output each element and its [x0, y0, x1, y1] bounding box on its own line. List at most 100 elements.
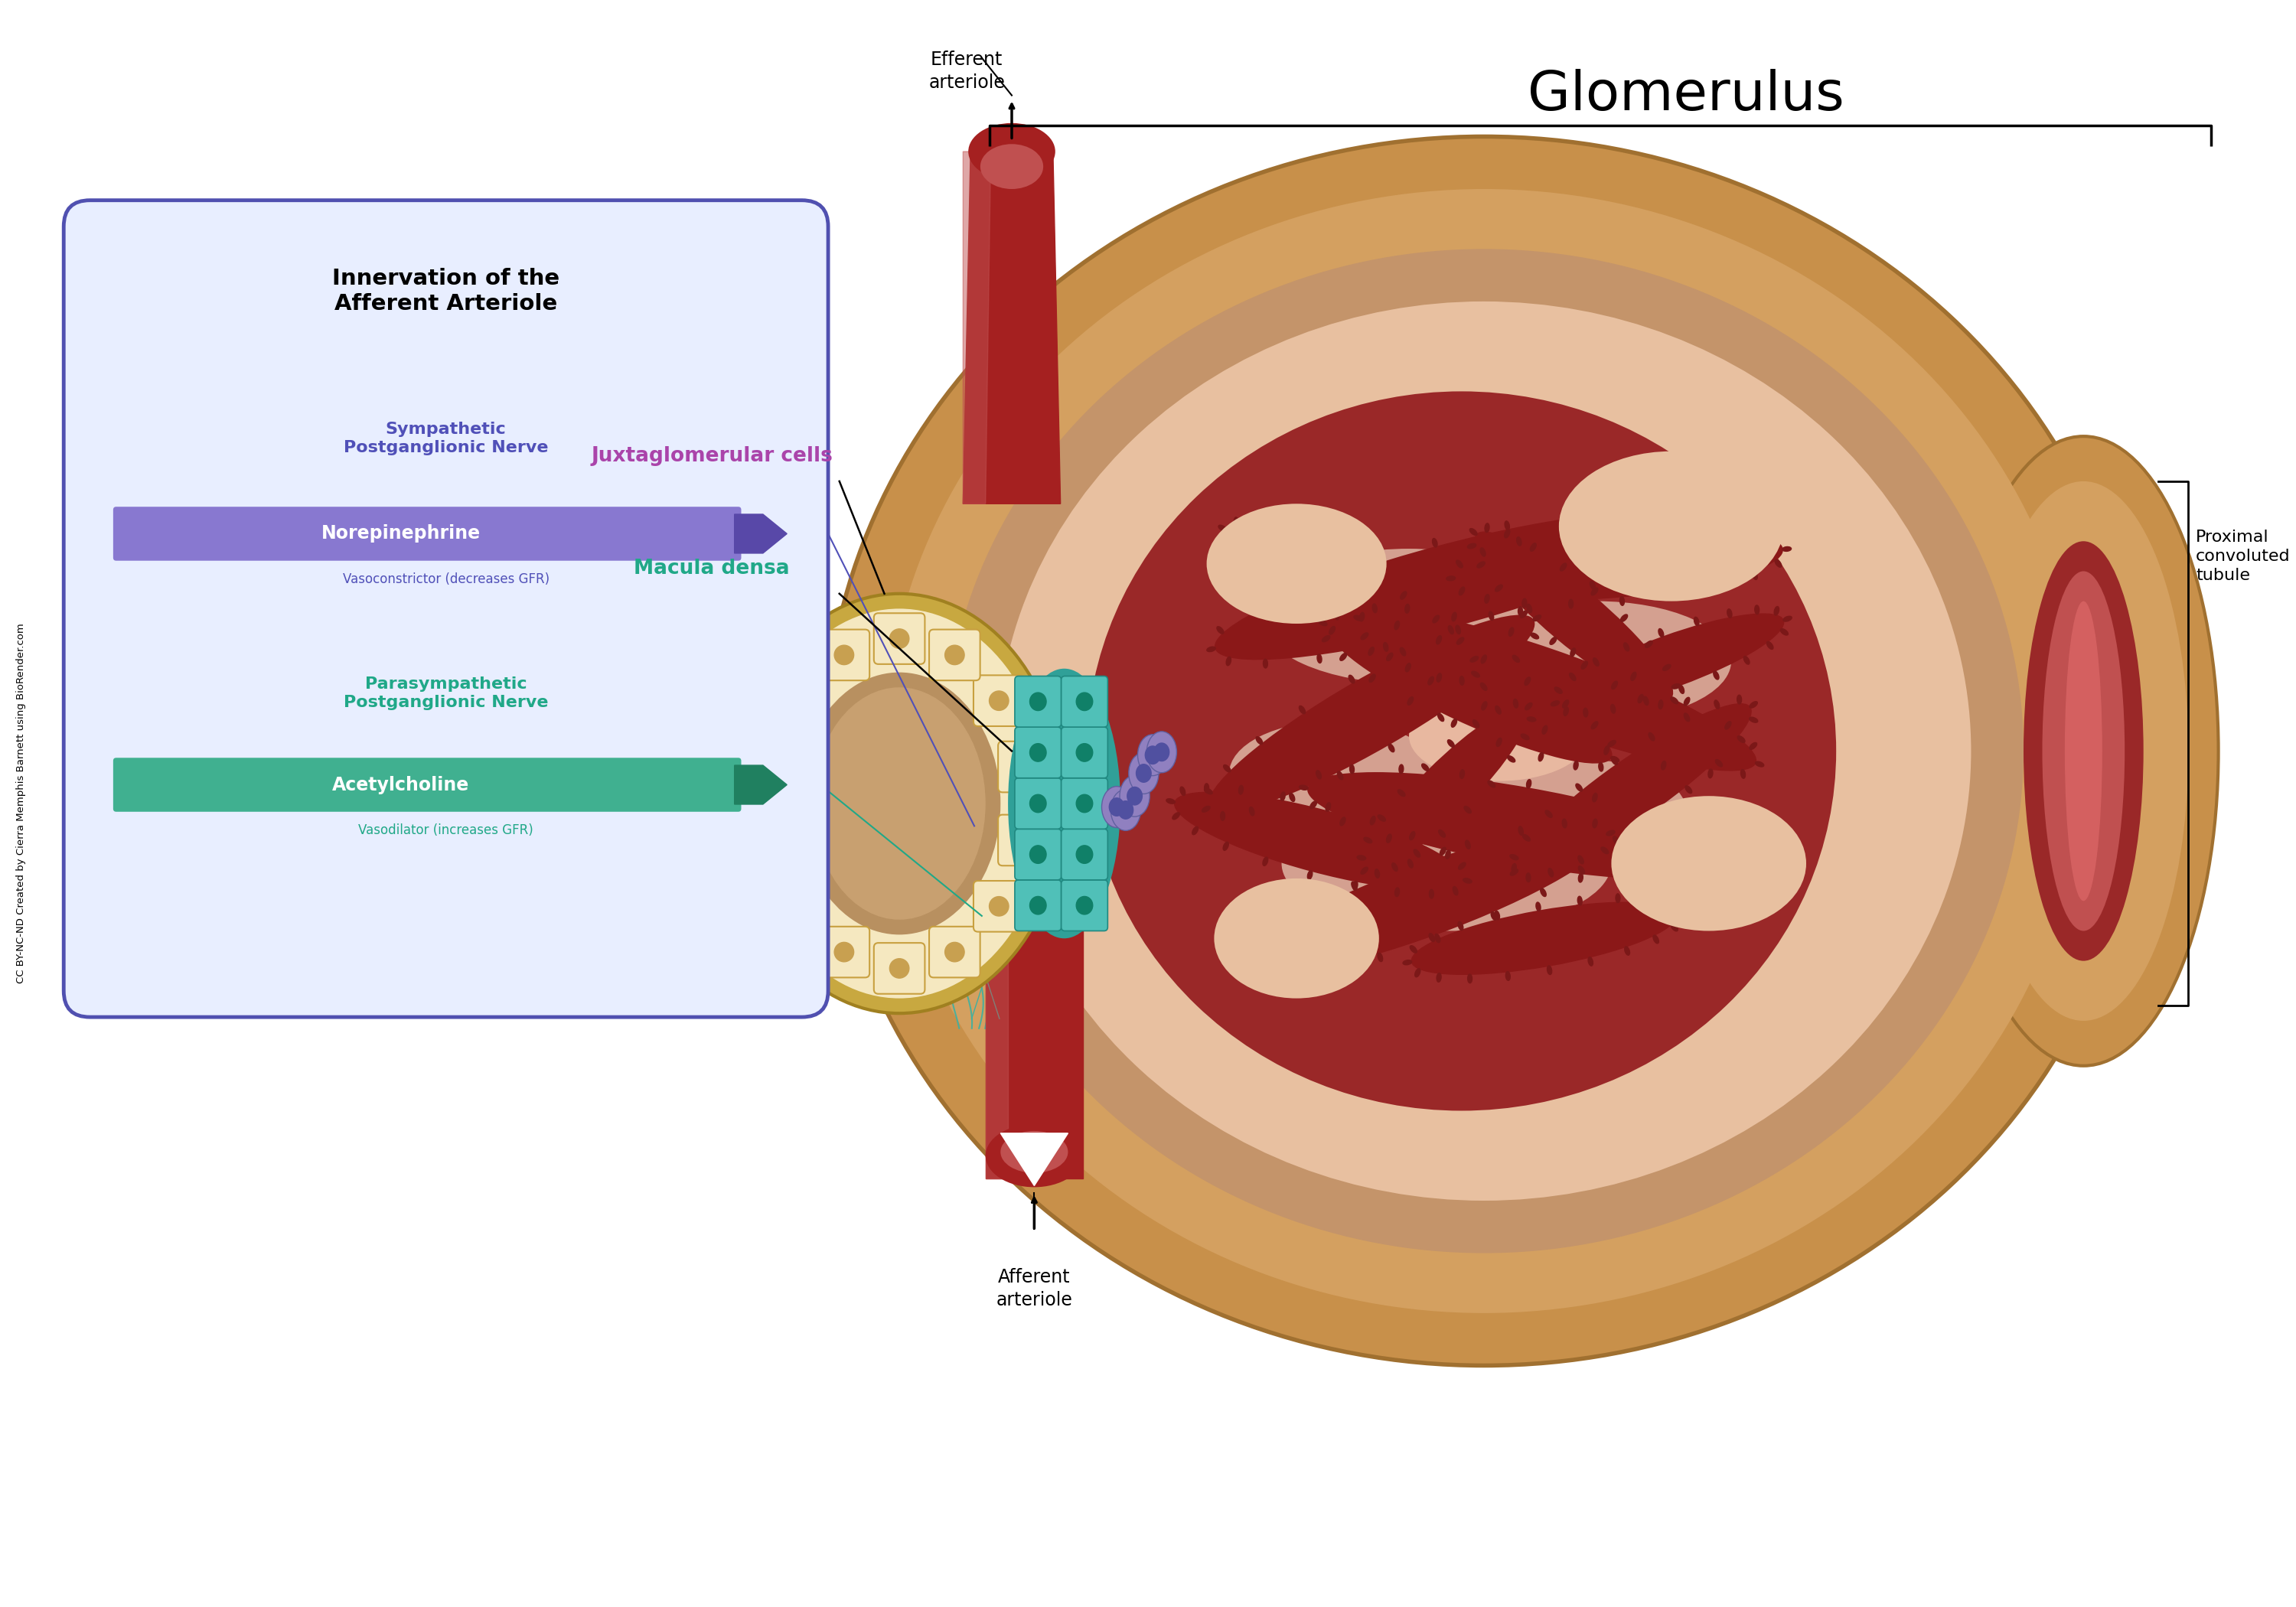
- Ellipse shape: [1775, 606, 1779, 615]
- Ellipse shape: [1589, 582, 1596, 590]
- Ellipse shape: [1192, 826, 1199, 834]
- FancyArrow shape: [735, 514, 788, 553]
- Ellipse shape: [1401, 591, 1407, 599]
- Ellipse shape: [1015, 831, 1033, 850]
- Ellipse shape: [1683, 714, 1690, 722]
- Ellipse shape: [1614, 836, 1619, 844]
- Text: CC BY-NC-ND Created by Cierra Memphis Barnett using BioRender.com: CC BY-NC-ND Created by Cierra Memphis Ba…: [16, 624, 25, 983]
- Ellipse shape: [1318, 654, 1322, 664]
- Ellipse shape: [799, 672, 1001, 935]
- Ellipse shape: [1520, 734, 1529, 739]
- Ellipse shape: [1306, 871, 1313, 879]
- Ellipse shape: [1649, 733, 1655, 741]
- Ellipse shape: [1359, 612, 1364, 622]
- Text: Innervation of the
Afferent Arteriole: Innervation of the Afferent Arteriole: [333, 268, 560, 315]
- Ellipse shape: [1529, 543, 1536, 551]
- Ellipse shape: [1031, 744, 1047, 762]
- Ellipse shape: [1205, 784, 1210, 792]
- Ellipse shape: [1217, 627, 1224, 633]
- Ellipse shape: [1619, 596, 1623, 606]
- Ellipse shape: [1364, 567, 1368, 575]
- Ellipse shape: [1249, 807, 1254, 816]
- Ellipse shape: [1575, 784, 1582, 791]
- Ellipse shape: [1352, 882, 1357, 890]
- Ellipse shape: [1508, 755, 1515, 762]
- Ellipse shape: [1591, 722, 1598, 730]
- Ellipse shape: [1678, 685, 1685, 694]
- Ellipse shape: [1118, 800, 1134, 820]
- Ellipse shape: [1428, 677, 1433, 685]
- Ellipse shape: [1488, 781, 1495, 787]
- Ellipse shape: [1334, 611, 1339, 620]
- Ellipse shape: [1362, 633, 1368, 640]
- FancyBboxPatch shape: [64, 201, 829, 1017]
- Ellipse shape: [1518, 606, 1522, 615]
- Ellipse shape: [1490, 911, 1497, 921]
- Ellipse shape: [1224, 765, 1231, 771]
- Ellipse shape: [1598, 762, 1603, 771]
- Ellipse shape: [1263, 659, 1267, 669]
- Ellipse shape: [1130, 752, 1159, 794]
- Ellipse shape: [1658, 628, 1665, 638]
- Ellipse shape: [1437, 673, 1442, 681]
- Ellipse shape: [1623, 643, 1630, 651]
- Ellipse shape: [1251, 974, 1256, 983]
- FancyBboxPatch shape: [820, 630, 870, 680]
- Ellipse shape: [1465, 840, 1469, 848]
- Ellipse shape: [1166, 799, 1176, 804]
- Ellipse shape: [1474, 532, 1674, 701]
- Ellipse shape: [1570, 509, 1575, 517]
- Ellipse shape: [1396, 887, 1401, 897]
- Ellipse shape: [1467, 543, 1476, 548]
- Ellipse shape: [1662, 506, 1667, 516]
- Ellipse shape: [1531, 633, 1538, 640]
- Ellipse shape: [1456, 527, 1784, 601]
- Ellipse shape: [1639, 879, 1644, 887]
- Ellipse shape: [1736, 861, 1743, 866]
- Ellipse shape: [1451, 718, 1458, 728]
- Ellipse shape: [813, 688, 985, 919]
- Ellipse shape: [1146, 746, 1159, 763]
- Ellipse shape: [1300, 705, 1306, 714]
- FancyArrow shape: [735, 765, 788, 804]
- Ellipse shape: [980, 145, 1042, 190]
- Ellipse shape: [1410, 691, 1589, 781]
- Ellipse shape: [1570, 648, 1575, 657]
- Ellipse shape: [1325, 967, 1329, 975]
- Ellipse shape: [1325, 619, 1612, 763]
- Ellipse shape: [1031, 897, 1047, 914]
- Ellipse shape: [1463, 601, 1731, 722]
- Ellipse shape: [1433, 615, 1440, 624]
- Ellipse shape: [1671, 685, 1681, 689]
- Ellipse shape: [1644, 696, 1649, 705]
- Ellipse shape: [1504, 521, 1508, 530]
- Ellipse shape: [1401, 648, 1405, 656]
- Ellipse shape: [1240, 826, 1607, 975]
- Ellipse shape: [1612, 681, 1616, 689]
- Ellipse shape: [1446, 577, 1456, 580]
- Ellipse shape: [1538, 752, 1543, 762]
- FancyBboxPatch shape: [999, 741, 1049, 792]
- Ellipse shape: [1437, 714, 1444, 722]
- Ellipse shape: [1449, 625, 1453, 635]
- Ellipse shape: [1362, 868, 1368, 874]
- Ellipse shape: [1440, 847, 1446, 855]
- Ellipse shape: [1437, 636, 1442, 644]
- Ellipse shape: [1472, 720, 1479, 728]
- Ellipse shape: [1077, 744, 1093, 762]
- Ellipse shape: [1410, 945, 1417, 953]
- FancyBboxPatch shape: [974, 675, 1024, 726]
- Ellipse shape: [1525, 702, 1531, 710]
- Polygon shape: [962, 151, 992, 503]
- FancyBboxPatch shape: [1061, 726, 1107, 778]
- Ellipse shape: [1325, 802, 1332, 812]
- Ellipse shape: [1607, 741, 1616, 747]
- Ellipse shape: [1711, 519, 1715, 529]
- Ellipse shape: [1653, 935, 1658, 943]
- Ellipse shape: [1577, 855, 1584, 865]
- Ellipse shape: [1364, 837, 1373, 844]
- Ellipse shape: [1685, 786, 1692, 794]
- Ellipse shape: [1782, 546, 1791, 551]
- Ellipse shape: [1577, 866, 1584, 874]
- Ellipse shape: [1458, 587, 1465, 595]
